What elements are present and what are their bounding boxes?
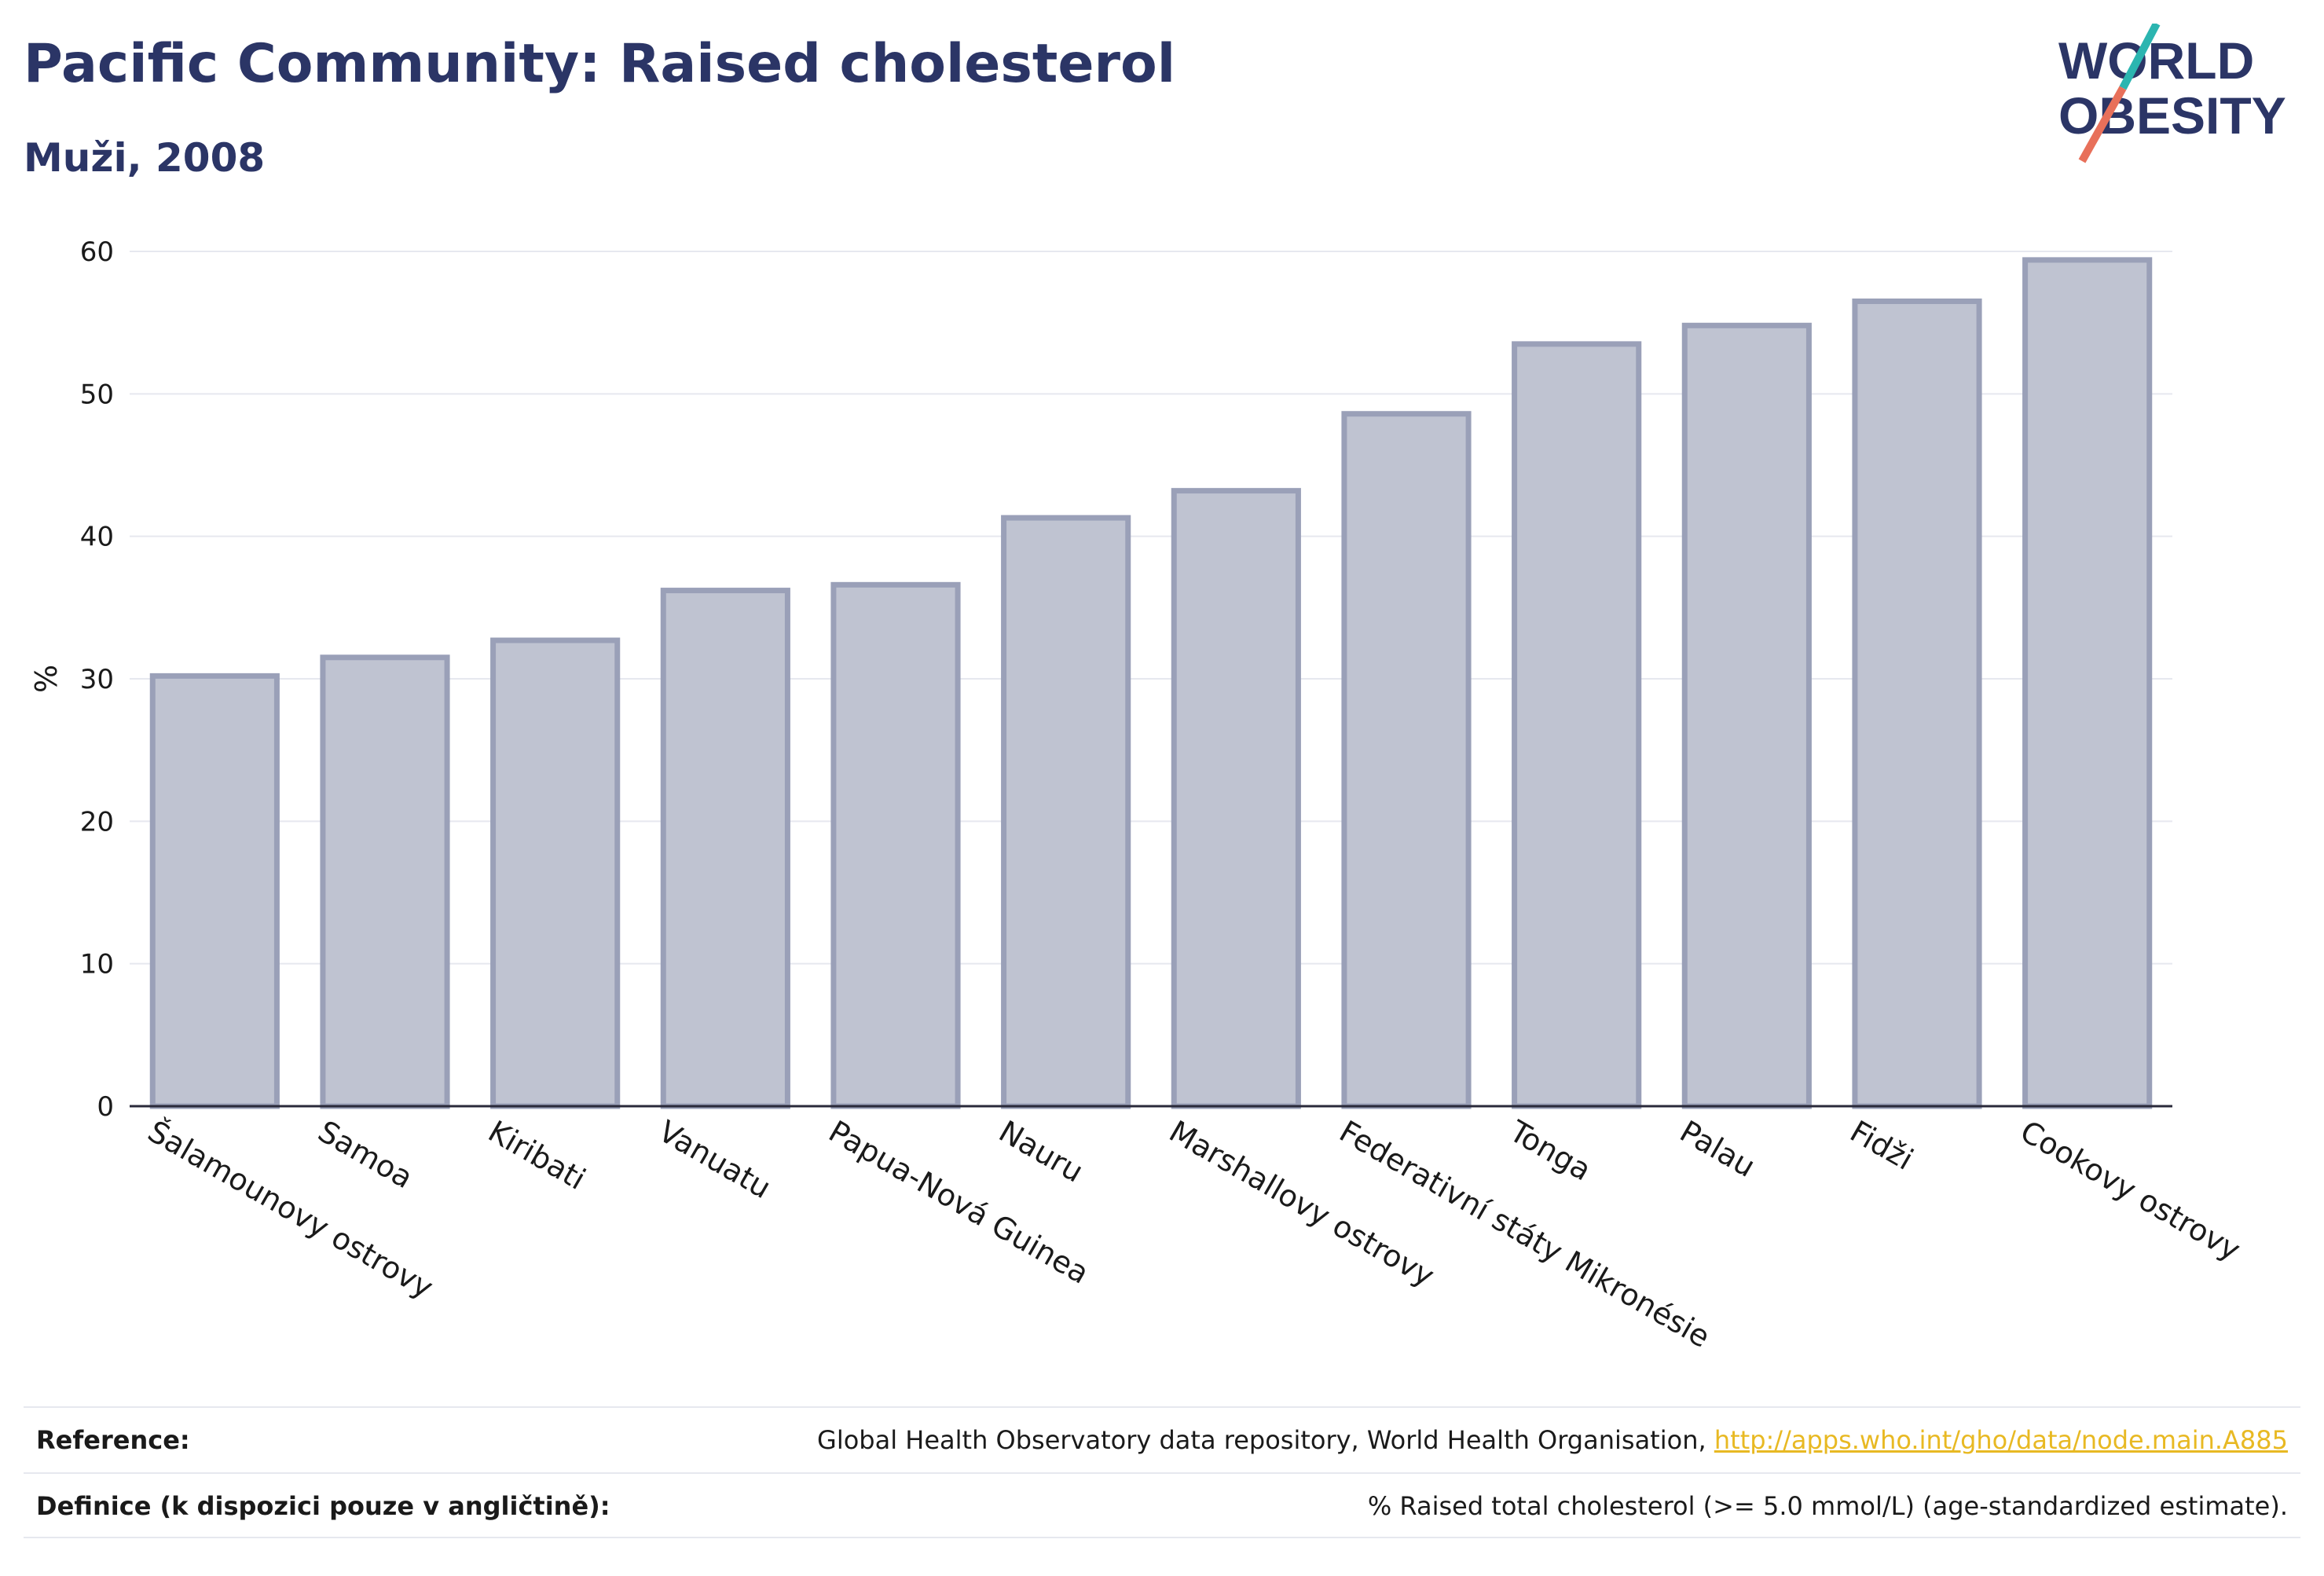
- reference-row: Reference: Global Health Observatory dat…: [24, 1406, 2300, 1474]
- bar: [490, 637, 621, 1109]
- y-tick-label: 0: [97, 1091, 114, 1123]
- x-tick-label: Kiribati: [482, 1114, 592, 1197]
- footer-bottom-divider: [24, 1537, 2300, 1538]
- y-tick-label: 40: [80, 522, 114, 553]
- y-tick-label: 20: [80, 806, 114, 837]
- definition-text: % Raised total cholesterol (>= 5.0 mmol/…: [1367, 1491, 2288, 1521]
- bar: [1341, 411, 1472, 1109]
- x-tick-label: Nauru: [993, 1114, 1089, 1189]
- bar: [1512, 341, 1642, 1109]
- logo-line1: WORLD: [2058, 31, 2254, 90]
- bar: [1852, 298, 1982, 1109]
- y-tick-label: 60: [80, 236, 114, 268]
- x-tick-label: Samoa: [313, 1114, 419, 1196]
- world-obesity-logo: WORLD OBESITY: [2058, 24, 2286, 163]
- bar: [1171, 488, 1301, 1109]
- reference-text: Global Health Observatory data repositor…: [817, 1425, 1714, 1455]
- bar: [1001, 515, 1131, 1109]
- bar: [830, 581, 961, 1109]
- page-title: Pacific Community: Raised cholesterol: [24, 33, 1176, 95]
- y-tick-label: 50: [80, 379, 114, 410]
- y-axis-label: %: [29, 665, 64, 693]
- y-tick-label: 10: [80, 949, 114, 980]
- x-tick-label: Vanuatu: [653, 1114, 777, 1205]
- bar: [2022, 257, 2153, 1109]
- x-tick-label: Fidži: [1845, 1114, 1919, 1177]
- x-tick-label: Tonga: [1503, 1113, 1596, 1187]
- logo-slash-top-icon: [2119, 24, 2161, 90]
- x-tick-label: Cookovy ostrovy: [2014, 1114, 2246, 1268]
- bar: [149, 673, 280, 1109]
- x-tick-label: Palau: [1674, 1114, 1761, 1184]
- definition-row: Definice (k dispozici pouze v angličtině…: [24, 1472, 2300, 1540]
- reference-label: Reference:: [36, 1425, 190, 1455]
- definition-label: Definice (k dispozici pouze v angličtině…: [36, 1491, 610, 1521]
- bar: [660, 588, 790, 1109]
- bar: [320, 654, 450, 1109]
- reference-value: Global Health Observatory data repositor…: [817, 1425, 2288, 1455]
- bar: [1681, 322, 1812, 1109]
- page-subtitle: Muži, 2008: [24, 135, 266, 181]
- x-tick-label: Šalamounovy ostrovy: [142, 1114, 439, 1306]
- y-tick-label: 30: [80, 664, 114, 695]
- reference-link[interactable]: http://apps.who.int/gho/data/node.main.A…: [1714, 1425, 2288, 1455]
- logo-slash-bottom-icon: [2078, 86, 2127, 163]
